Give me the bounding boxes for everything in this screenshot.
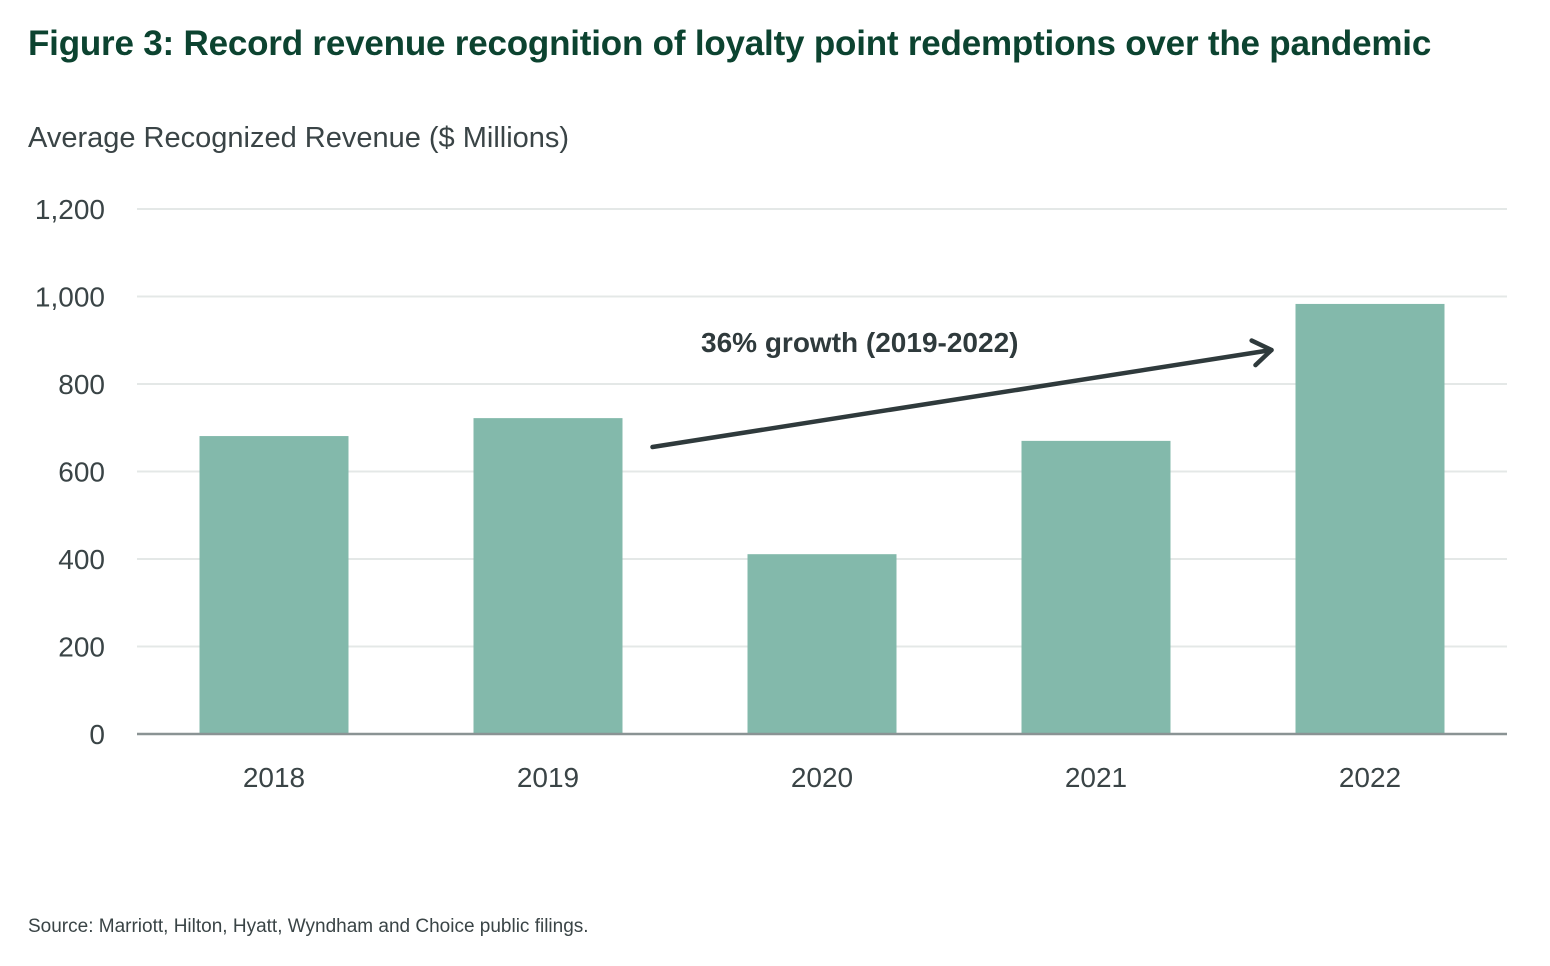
y-axis-ticks: 0 200 400 600 800 1,000 1,200	[35, 194, 105, 750]
arrow-head-icon	[1249, 338, 1274, 368]
y-tick-label: 1,000	[35, 282, 105, 313]
growth-annotation: 36% growth (2019-2022)	[650, 327, 1274, 450]
y-tick-label: 600	[58, 457, 105, 488]
bar-2021	[1021, 440, 1171, 734]
bar-2018	[199, 436, 349, 734]
x-tick-label: 2022	[1339, 762, 1401, 793]
y-tick-label: 0	[89, 719, 105, 750]
bars	[199, 303, 1445, 734]
y-tick-label: 400	[58, 544, 105, 575]
chart-title: Figure 3: Record revenue recognition of …	[28, 24, 1432, 63]
x-tick-label: 2018	[243, 762, 305, 793]
x-tick-label: 2020	[791, 762, 853, 793]
x-axis-ticks: 2018 2019 2020 2021 2022	[243, 762, 1401, 793]
y-tick-label: 800	[58, 369, 105, 400]
bar-2022	[1295, 303, 1445, 734]
y-axis-label: Average Recognized Revenue ($ Millions)	[28, 122, 570, 154]
y-tick-label: 200	[58, 632, 105, 663]
source-note: Source: Marriott, Hilton, Hyatt, Wyndham…	[28, 916, 589, 937]
y-tick-label: 1,200	[35, 194, 105, 225]
bar-2020	[747, 554, 897, 734]
arrow-line	[650, 347, 1274, 450]
x-tick-label: 2019	[517, 762, 579, 793]
bar-2019	[473, 418, 623, 734]
x-tick-label: 2021	[1065, 762, 1127, 793]
annotation-label: 36% growth (2019-2022)	[701, 327, 1018, 358]
